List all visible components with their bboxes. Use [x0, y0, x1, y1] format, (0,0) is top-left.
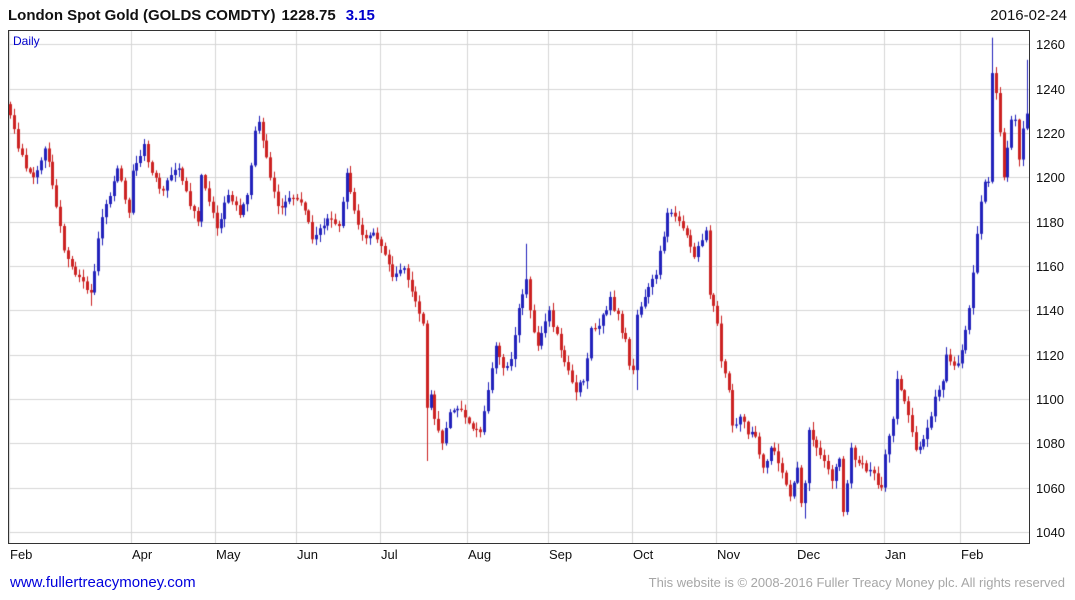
- site-link[interactable]: www.fullertreacymoney.com: [10, 573, 196, 591]
- y-axis-tick-label: 1240: [1036, 82, 1065, 97]
- y-axis-tick-label: 1260: [1036, 37, 1065, 52]
- price-change: 3.15: [345, 6, 375, 24]
- y-axis-tick-label: 1060: [1036, 481, 1065, 496]
- x-axis-tick-label: Dec: [797, 547, 821, 562]
- x-axis-tick-label: Jun: [297, 547, 318, 562]
- x-axis-tick-label: Jul: [381, 547, 398, 562]
- x-axis-tick-label: Nov: [717, 547, 741, 562]
- candlestick-canvas[interactable]: [9, 31, 1029, 543]
- plot-column: Daily Feb Apr May Jun Jul Aug Sep Oct Nov Dec Jan F…: [8, 30, 1030, 564]
- y-axis-tick-label: 1200: [1036, 170, 1065, 185]
- x-axis-tick-label: Aug: [468, 547, 492, 562]
- x-axis-tick-label: Oct: [633, 547, 654, 562]
- x-axis-tick-label: Jan: [885, 547, 906, 562]
- y-axis-tick-label: 1180: [1036, 215, 1064, 230]
- interval-label: Daily: [13, 34, 40, 48]
- instrument-title: London Spot Gold (GOLDS COMDTY): [8, 6, 276, 24]
- header-title-group: London Spot Gold (GOLDS COMDTY) 1228.75 3.…: [8, 7, 375, 24]
- y-axis-tick-label: 1220: [1036, 126, 1065, 141]
- page-footer: www.fullertreacymoney.com This website i…: [0, 564, 1075, 600]
- copyright-text: This website is © 2008-2016 Fuller Treac…: [648, 574, 1065, 590]
- y-axis-tick-label: 1080: [1036, 436, 1065, 451]
- last-price: 1228.75: [281, 6, 336, 24]
- y-axis-tick-label: 1160: [1036, 259, 1064, 274]
- plot-area: Daily: [8, 30, 1030, 544]
- y-axis-tick-label: 1140: [1036, 303, 1064, 318]
- x-axis-tick-label: Feb: [10, 547, 33, 562]
- x-axis-tick-label: Apr: [132, 547, 153, 562]
- x-axis-tick-label: Feb: [961, 547, 984, 562]
- y-axis-tick-label: 1120: [1036, 348, 1064, 363]
- y-axis-labels: 1040 1060 1080 1100 1120 1140 1160 1180 1200 1220…: [1030, 30, 1075, 564]
- x-axis-tick-label: Sep: [549, 547, 573, 562]
- y-axis-tick-label: 1100: [1036, 392, 1064, 407]
- chart-area: Daily Feb Apr May Jun Jul Aug Sep Oct Nov Dec Jan F…: [0, 30, 1075, 564]
- chart-header: London Spot Gold (GOLDS COMDTY) 1228.75 3.…: [0, 0, 1075, 30]
- chart-date: 2016-02-24: [990, 6, 1067, 24]
- x-axis-labels: Feb Apr May Jun Jul Aug Sep Oct Nov Dec Jan Feb: [8, 544, 1030, 564]
- x-axis-tick-label: May: [216, 547, 241, 562]
- y-axis-tick-label: 1040: [1036, 525, 1065, 540]
